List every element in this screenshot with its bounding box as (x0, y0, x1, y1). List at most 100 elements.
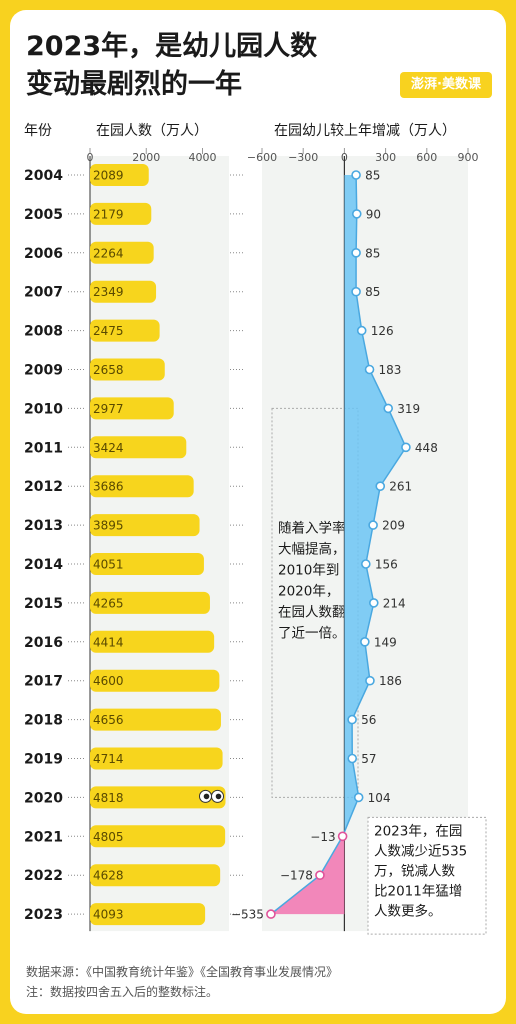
bar-value-label: 3895 (93, 519, 124, 533)
change-value-label: 156 (375, 558, 398, 572)
bar (90, 514, 200, 537)
year-label: 2010 (24, 401, 63, 417)
change-value-label: 214 (383, 596, 406, 610)
change-value-label: 319 (397, 402, 420, 416)
change-point (401, 442, 411, 453)
change-point (266, 909, 276, 919)
change-point (351, 248, 361, 258)
change-point (351, 209, 362, 219)
bar (90, 553, 204, 575)
bar-value-label: 2349 (93, 285, 124, 299)
bar-value-label: 2658 (93, 363, 124, 377)
bar-value-label: 4600 (93, 674, 124, 688)
change-value-label: 104 (368, 791, 391, 805)
annotation-2-line: 万，锐减人数 (374, 863, 455, 879)
bar (90, 630, 215, 653)
bar (90, 436, 187, 459)
annotation-2-line: 2023年，在园 (374, 823, 462, 839)
change-value-label: 261 (389, 480, 412, 494)
change-point (383, 403, 394, 414)
change-point (351, 286, 361, 297)
eye-pupil (215, 793, 222, 800)
change-value-label: 85 (365, 246, 380, 260)
year-label: 2012 (24, 479, 63, 495)
year-label: 2004 (24, 168, 63, 184)
left-chart-title: 在园人数（万人） (96, 123, 208, 139)
bar-value-label: 2475 (93, 324, 124, 338)
year-label: 2016 (24, 635, 63, 651)
decrease-area (270, 831, 345, 915)
year-label: 2023 (24, 907, 63, 923)
bar-value-label: 4714 (93, 752, 124, 766)
year-column-header: 年份 (24, 123, 52, 139)
title-line-1: 2023年，是幼儿园人数 (26, 31, 318, 62)
change-value-label: 209 (382, 519, 405, 533)
right-chart-title: 在园幼儿较上年增减（万人） (274, 123, 456, 139)
bar (90, 747, 223, 770)
infographic-card: 2023年，是幼儿园人数 变动最剧烈的一年 澎湃·美数课 年份 在园人数（万人）… (10, 10, 506, 1014)
bar (90, 319, 160, 342)
bar-value-label: 2089 (93, 169, 124, 183)
annotation-1-line: 随着入学率 (278, 519, 346, 536)
change-value-label: 90 (366, 207, 381, 221)
change-value-label: 126 (371, 324, 394, 338)
year-label: 2011 (24, 440, 63, 456)
annotation-1-line: 2020年， (278, 583, 339, 599)
title-line-2: 变动最剧烈的一年 (26, 69, 242, 100)
year-label: 2013 (24, 518, 63, 534)
change-point (353, 792, 364, 803)
bar (90, 591, 210, 614)
right-axis-tick-label: 600 (416, 151, 437, 164)
bar-value-label: 4818 (93, 791, 124, 805)
change-value-label: 56 (361, 713, 376, 727)
change-point (351, 170, 361, 180)
bar-value-label: 2977 (93, 402, 124, 416)
annotation-2-line: 人数更多。 (374, 902, 442, 919)
data-note: 注：数据按四舍五入后的整数标注。 (26, 985, 219, 999)
change-value-label: −535 (231, 908, 264, 922)
left-plot-background (90, 156, 229, 932)
bar-value-label: 4628 (93, 869, 124, 883)
bar (90, 708, 221, 731)
change-point (361, 559, 371, 569)
change-value-label: 448 (415, 441, 438, 455)
year-label: 2015 (24, 596, 63, 612)
change-point (368, 520, 378, 530)
bar-value-label: 3686 (93, 480, 124, 494)
change-point (365, 675, 375, 686)
year-label: 2005 (24, 207, 63, 223)
change-value-label: 85 (365, 285, 380, 299)
bar-value-label: 2179 (93, 207, 124, 221)
publisher-logo: 澎湃·美数课 (400, 72, 492, 98)
left-axis-tick-label: 4000 (189, 151, 217, 164)
bar-value-label: 4805 (93, 830, 124, 844)
bar-value-label: 3424 (93, 441, 124, 455)
bar (90, 903, 206, 926)
change-point (347, 753, 358, 764)
annotation-1-line: 大幅提高， (278, 540, 346, 557)
bar-value-label: 4265 (93, 596, 124, 610)
annotation-2-line: 人数减少近535 (374, 843, 467, 859)
annotation-box-1 (271, 407, 359, 798)
bar-value-label: 4093 (93, 908, 124, 922)
year-label: 2008 (24, 324, 63, 340)
change-point (337, 831, 348, 842)
annotation-box-2 (367, 816, 487, 935)
change-value-label: 183 (379, 363, 402, 377)
eye-pupil (203, 793, 210, 800)
change-value-label: 149 (374, 635, 397, 649)
change-value-label: 85 (365, 169, 380, 183)
year-label: 2019 (24, 752, 63, 768)
year-label: 2006 (24, 246, 63, 262)
change-point (347, 714, 357, 725)
change-point (364, 364, 375, 375)
change-point (315, 870, 325, 881)
bar-value-label: 4051 (93, 558, 124, 572)
right-axis-tick-label: 900 (458, 151, 479, 164)
bar (90, 241, 154, 264)
annotation-1-line: 在园人数翻 (278, 604, 346, 620)
bar (90, 669, 220, 692)
change-value-label: 186 (379, 674, 402, 688)
year-label: 2014 (24, 557, 63, 573)
change-point (360, 636, 370, 647)
